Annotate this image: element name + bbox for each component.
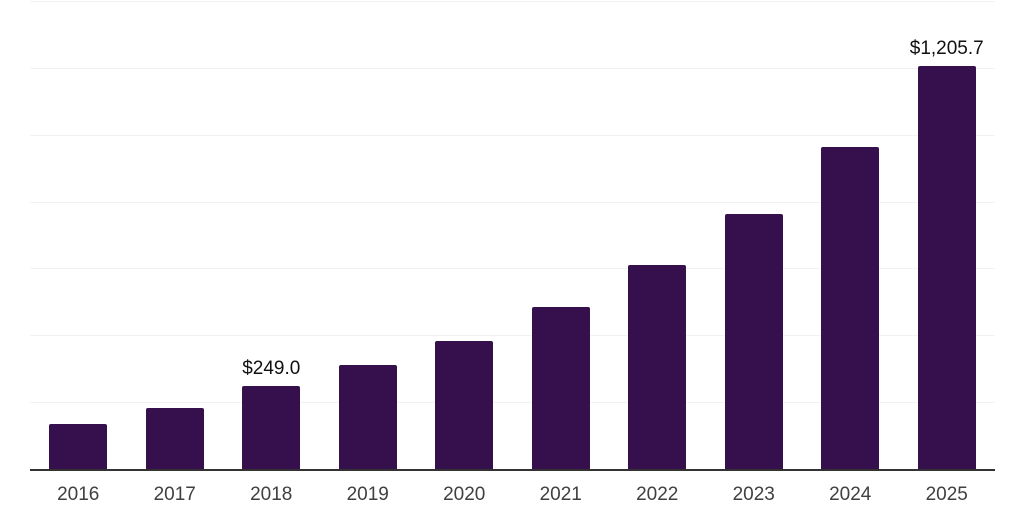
bar-2023 — [724, 213, 783, 469]
gridlines-layer — [30, 1, 995, 469]
bar-2017 — [145, 407, 204, 469]
bar-2018: $249.0 — [242, 358, 300, 469]
gridline-1200 — [30, 67, 995, 69]
x-tick-2022: 2022 — [636, 484, 679, 505]
gridline-200 — [30, 402, 995, 404]
bar-2020 — [435, 340, 494, 469]
x-tick-2024: 2024 — [829, 484, 872, 505]
x-tick-2016: 2016 — [57, 484, 100, 505]
x-tick-2017: 2017 — [153, 484, 196, 505]
bar-slot-2022 — [609, 1, 706, 469]
bar-2024 — [821, 147, 880, 469]
x-tick-2019: 2019 — [346, 484, 389, 505]
data-label-2025: $1,205.7 — [909, 37, 984, 59]
gridline-400 — [30, 335, 995, 337]
x-tick-2021: 2021 — [539, 484, 582, 505]
gridline-1400 — [30, 1, 995, 2]
gridline-1000 — [30, 134, 995, 136]
bar-slot-2020 — [416, 1, 513, 469]
bar-slot-2016 — [30, 1, 127, 469]
data-label-2018: $249.0 — [242, 357, 301, 379]
x-tick-2023: 2023 — [732, 484, 775, 505]
bar-slot-2018: $249.0 — [223, 1, 320, 469]
bar-slot-2017 — [127, 1, 224, 469]
bar-slot-2019 — [320, 1, 417, 469]
bar-slot-2023 — [706, 1, 803, 469]
bar-slot-2021 — [513, 1, 610, 469]
bar-2025: $1,205.7 — [910, 38, 984, 469]
x-tick-2025: 2025 — [925, 484, 968, 505]
plot-area: $249.0 $1,205.7 — [30, 1, 995, 471]
x-tick-2020: 2020 — [443, 484, 486, 505]
bar-2019 — [338, 365, 397, 469]
bar-slot-2024 — [802, 1, 899, 469]
x-tick-2018: 2018 — [250, 484, 293, 505]
bar-2016 — [49, 423, 108, 469]
gridline-600 — [30, 268, 995, 270]
bars-layer: $249.0 $1,205.7 — [30, 1, 995, 469]
gridline-800 — [30, 201, 995, 203]
bar-slot-2025: $1,205.7 — [899, 1, 996, 469]
bar-2022 — [628, 265, 687, 469]
bar-2021 — [531, 306, 590, 469]
x-axis: 2016 2017 2018 2019 2020 2021 2022 2023 2024 2025 — [30, 484, 995, 506]
